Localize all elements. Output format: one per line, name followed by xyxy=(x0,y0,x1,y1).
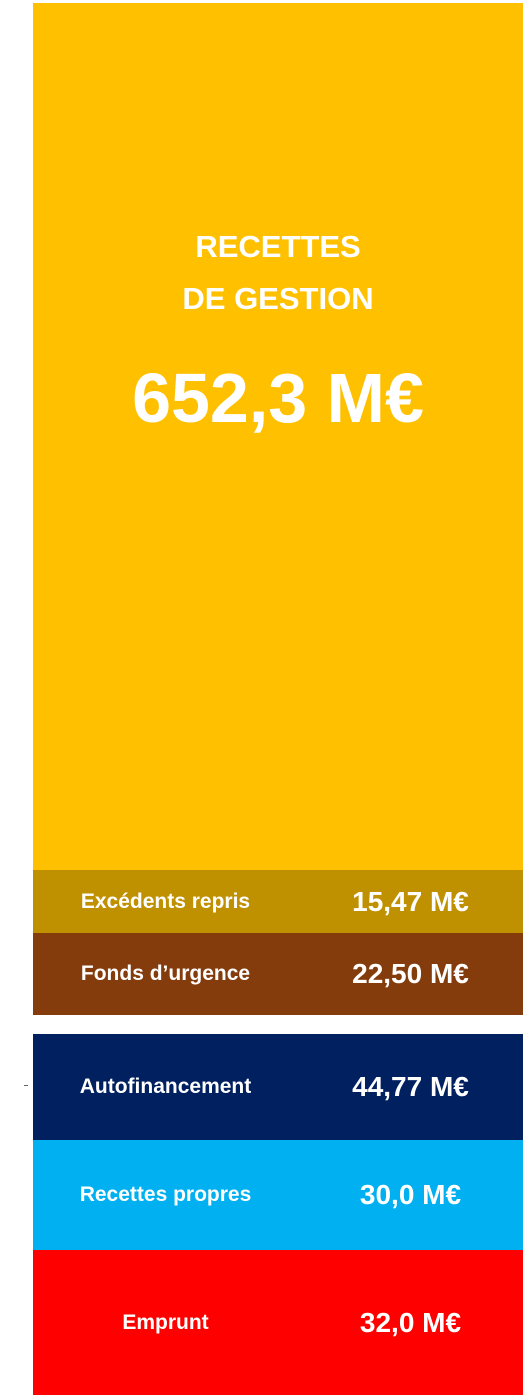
block-amount: 32,0 M€ xyxy=(359,1306,462,1338)
tick xyxy=(24,1085,28,1086)
block-label: Autofinancement xyxy=(79,1075,252,1098)
block-amount: 30,0 M€ xyxy=(359,1179,462,1210)
block-label: Fonds d’urgence xyxy=(80,962,251,985)
main-title: RECETTES xyxy=(195,229,361,264)
main-amount: 652,3 M€ xyxy=(132,359,424,437)
block-label: Recettes propres xyxy=(79,1183,252,1206)
block: Autofinancement 44,77 M€ xyxy=(33,1034,523,1140)
main-title: DE GESTION xyxy=(182,281,374,316)
block: Excédents repris 15,47 M€ xyxy=(33,870,523,933)
block-amount: 22,50 M€ xyxy=(352,958,469,989)
block: Recettes propres 30,0 M€ xyxy=(33,1140,523,1250)
main-block: RECETTES DE GESTION 652,3 M€ xyxy=(33,3,523,870)
block: Emprunt 32,0 M€ xyxy=(33,1250,523,1395)
block-amount: 15,47 M€ xyxy=(352,885,469,917)
block-amount: 44,77 M€ xyxy=(352,1071,469,1102)
block-label: Excédents repris xyxy=(80,889,251,913)
block-label: Emprunt xyxy=(122,1310,209,1334)
block: Fonds d’urgence 22,50 M€ xyxy=(33,933,523,1015)
